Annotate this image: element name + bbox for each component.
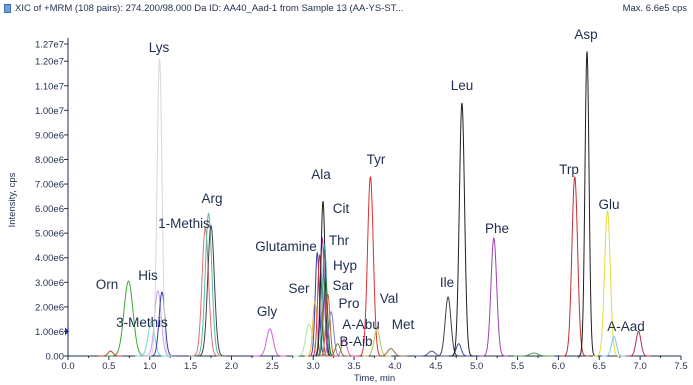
y-axis-label: Intensity, cps xyxy=(7,172,18,227)
peak-trace xyxy=(135,321,168,357)
peak-label: A-Abu xyxy=(342,317,380,332)
x-ticks: 0.0 0.5 1.0 1.5 2.0 2.5 3.0 3.5 4.0 4.5 5.0 5.5 6.0 6… xyxy=(61,356,688,372)
peak-trace xyxy=(194,224,228,357)
y-tick-label: 1.20e7 xyxy=(35,57,64,68)
x-tick-label: 2.0 xyxy=(225,361,238,372)
chart-header: XIC of +MRM (108 pairs): 274.200/98.000 … xyxy=(0,0,693,18)
x-tick-label: 1.5 xyxy=(184,361,197,372)
peak-trace xyxy=(374,348,408,357)
y-tick-label: 3.00e6 xyxy=(35,278,64,289)
peak-label: Glutamine xyxy=(255,239,317,254)
chart-title: XIC of +MRM (108 pairs): 274.200/98.000 … xyxy=(15,3,404,14)
peak-label: Gly xyxy=(257,304,278,319)
x-tick-label: 3.5 xyxy=(347,361,360,372)
peak-label: Tyr xyxy=(367,152,386,167)
peak-label: B-Aib xyxy=(339,334,372,349)
peak-trace xyxy=(192,212,225,357)
x-tick-label: 5.0 xyxy=(470,361,483,372)
y-tick-label: 5.00e6 xyxy=(35,229,64,240)
peak-label: Leu xyxy=(451,78,474,93)
max-intensity-label: Max. 6.6e5 cps xyxy=(622,3,687,14)
peak-label: 3-Methis xyxy=(116,315,168,330)
peak-trace xyxy=(448,102,476,357)
peak-trace xyxy=(415,350,449,357)
x-tick-label: 4.5 xyxy=(429,361,442,372)
peak-label: Val xyxy=(380,291,399,306)
peak-trace xyxy=(433,296,463,357)
peak-label: Ser xyxy=(288,281,310,296)
x-axis-label: Time, min xyxy=(354,373,395,384)
peak-label: Asp xyxy=(574,27,597,42)
x-tick-label: 7.5 xyxy=(674,361,687,372)
peak-label: Lys xyxy=(149,40,170,55)
peak-label: Pro xyxy=(338,296,359,311)
y-tick-label: 0.00 xyxy=(46,352,65,363)
peak-trace xyxy=(356,176,385,357)
y-ticks: 0.00 1.00e6 2.00e6 3.00e6 4.00e6 5.00e6 6.00e6… xyxy=(35,40,68,363)
y-tick-label: 1.00e7 xyxy=(35,106,64,117)
peak-label: Hyp xyxy=(333,258,357,273)
sample-color-icon xyxy=(4,4,11,13)
x-tick-label: 7.0 xyxy=(634,361,647,372)
y-tick-label: 9.00e6 xyxy=(35,130,64,141)
y-tick-label: 7.00e6 xyxy=(35,180,64,191)
peak-trace xyxy=(560,176,590,357)
x-tick-label: 6.0 xyxy=(552,361,565,372)
peak-trace xyxy=(593,209,622,357)
peak-label: Phe xyxy=(485,221,509,236)
peak-label: Cit xyxy=(333,201,350,216)
x-tick-label: 2.5 xyxy=(266,361,279,372)
peak-trace xyxy=(253,328,287,357)
peak-label: Glu xyxy=(598,197,619,212)
peak-label: Sar xyxy=(332,278,354,293)
peak-trace xyxy=(479,236,509,357)
peak-trace xyxy=(601,335,627,357)
peak-trace xyxy=(312,201,334,357)
y-tick-label: 1.10e7 xyxy=(35,81,64,92)
y-tick-label: 8.00e6 xyxy=(35,155,64,166)
peak-trace xyxy=(362,328,392,357)
peak-trace xyxy=(576,51,598,357)
x-tick-label: 5.5 xyxy=(511,361,524,372)
y-tick-label: 1.00e6 xyxy=(35,327,64,338)
peak-trace xyxy=(513,352,555,357)
peak-label: Thr xyxy=(329,233,350,248)
x-tick-label: 1.0 xyxy=(143,361,156,372)
peak-trace xyxy=(318,311,344,357)
peak-trace xyxy=(188,226,222,357)
peak-label: Ala xyxy=(311,167,331,182)
x-tick-label: 6.5 xyxy=(593,361,606,372)
peak-label: Orn xyxy=(96,277,119,292)
x-tick-label: 3.0 xyxy=(307,361,320,372)
peak-label: Arg xyxy=(201,191,222,206)
peak-trace xyxy=(147,58,172,357)
peak-trace xyxy=(626,330,651,357)
x-tick-label: 4.0 xyxy=(388,361,401,372)
peak-label: Trp xyxy=(559,162,579,177)
y-tick-label: 1.27e7 xyxy=(35,40,64,51)
peak-label: Ile xyxy=(440,275,454,290)
x-tick-label: 0.0 xyxy=(61,361,74,372)
chromatogram-traces xyxy=(98,51,651,357)
y-tick-label: 6.00e6 xyxy=(35,204,64,215)
y-tick-label: 4.00e6 xyxy=(35,253,64,264)
peak-labels: Orn 3-Methis His Lys 1-Methis Arg Gly Ser Glutam… xyxy=(96,27,645,349)
peak-label: 1-Methis xyxy=(158,216,210,231)
peak-trace xyxy=(98,350,123,357)
peak-label: Met xyxy=(392,317,415,332)
peak-trace xyxy=(325,343,350,357)
x-tick-label: 0.5 xyxy=(102,361,115,372)
peak-label: His xyxy=(138,268,158,283)
cursor-marker-icon[interactable] xyxy=(65,327,69,336)
y-tick-label: 2.00e6 xyxy=(35,302,64,313)
peak-trace xyxy=(446,343,471,357)
peak-label: A-Aad xyxy=(607,319,645,334)
peak-trace xyxy=(332,338,357,357)
